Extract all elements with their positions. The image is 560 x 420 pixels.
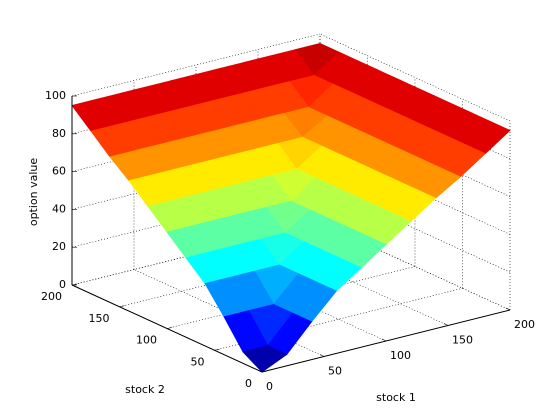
x-axis-label: stock 1 <box>376 391 416 404</box>
tick-mark <box>505 307 511 311</box>
x-tick-label: 0 <box>266 380 273 393</box>
z-tick-label: 40 <box>52 202 66 215</box>
tick-mark <box>319 354 325 357</box>
tick-mark <box>443 323 449 326</box>
z-axis-label: option value <box>27 158 40 227</box>
tick-mark <box>119 305 125 308</box>
x-tick-label: 100 <box>390 349 411 362</box>
grid-line <box>319 33 511 122</box>
grid-line <box>71 33 321 97</box>
y-tick-label: 50 <box>191 355 205 368</box>
y-axis-label: stock 2 <box>125 383 165 396</box>
surface-patch <box>242 345 288 373</box>
z-tick-label: 60 <box>52 165 66 178</box>
y-tick-label: 0 <box>245 377 252 390</box>
tick-mark <box>71 283 78 286</box>
z-tick-label: 100 <box>45 89 66 102</box>
x-tick-label: 200 <box>514 318 535 331</box>
grid-line <box>133 269 325 357</box>
y-tick-label: 150 <box>89 312 110 325</box>
tick-mark <box>381 338 387 342</box>
grid-line <box>166 266 416 329</box>
tick-mark <box>261 370 268 373</box>
tick-mark <box>257 369 263 373</box>
z-tick-label: 20 <box>52 240 66 253</box>
surface <box>71 43 511 373</box>
tick-mark <box>166 327 173 329</box>
x-tick-label: 50 <box>328 365 342 378</box>
x-tick-label: 150 <box>452 334 473 347</box>
tick-mark <box>214 348 220 351</box>
y-tick-label: 200 <box>41 290 62 303</box>
y-tick-label: 100 <box>136 334 157 347</box>
z-tick-label: 0 <box>59 278 66 291</box>
z-tick-label: 80 <box>52 127 66 140</box>
